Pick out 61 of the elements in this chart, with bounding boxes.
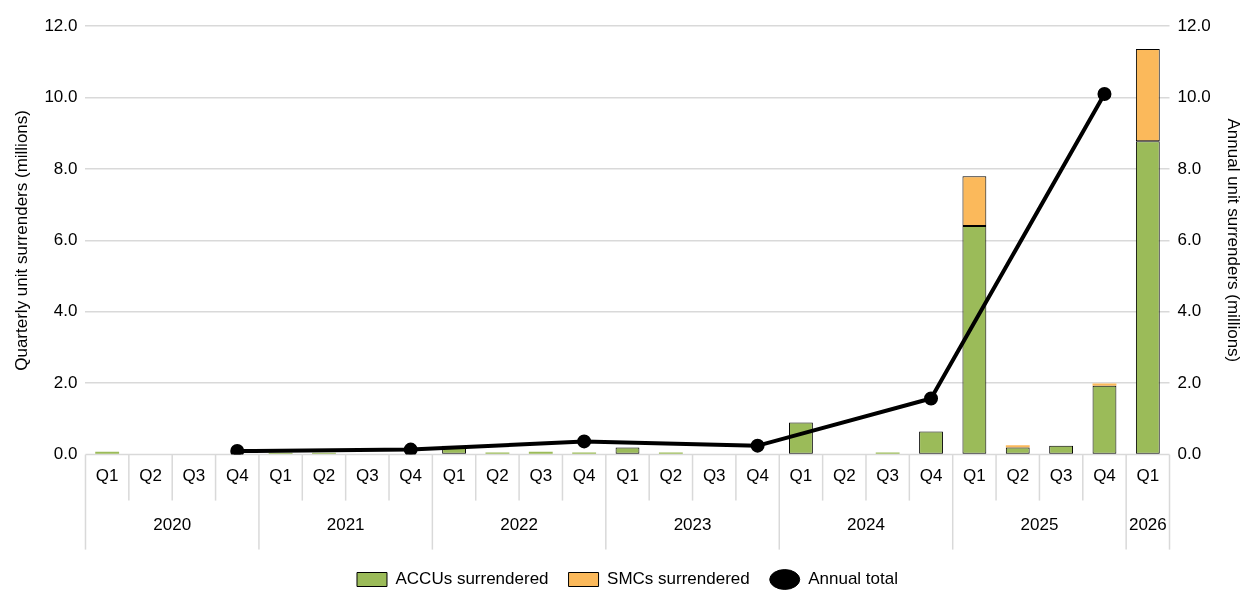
x-tick-label: Q4 xyxy=(746,466,769,486)
x-tick-label: Q3 xyxy=(702,466,726,486)
text: 2020 xyxy=(153,514,192,534)
x-tick-label: Q3 xyxy=(876,466,900,486)
text: 2024 xyxy=(847,514,885,534)
x-tick-label: Q4 xyxy=(572,466,596,486)
text: 2021 xyxy=(326,514,365,534)
legend-label: ACCUs surrendered xyxy=(395,569,549,589)
y-axis-title: Quarterly unit surrenders (millions) xyxy=(11,110,31,371)
y2-tick-label: 4.0 xyxy=(1177,301,1202,321)
x-tick-label: Q1 xyxy=(269,466,292,486)
y2-tick-label: 12.0 xyxy=(1177,15,1211,35)
x-tick-label: Q4 xyxy=(919,466,943,486)
x-tick-label: Q3 xyxy=(355,466,379,486)
x-tick-label: Q2 xyxy=(139,466,162,486)
bar xyxy=(1005,445,1030,448)
legend-label: Annual total xyxy=(808,569,899,589)
y2-tick-label: 2.0 xyxy=(1177,372,1202,392)
bar xyxy=(1092,383,1117,386)
x-tick-label: Q4 xyxy=(225,466,249,486)
y-tick-label: 10.0 xyxy=(44,87,78,107)
text: 2026 xyxy=(1128,514,1167,534)
y2-tick-label: 8.0 xyxy=(1177,158,1202,178)
x-tick-label: Q2 xyxy=(832,466,856,486)
point xyxy=(577,434,592,449)
x-tick-label: Q3 xyxy=(529,466,553,486)
y-tick-label: 2.0 xyxy=(53,372,78,392)
point xyxy=(230,444,245,455)
y-tick-label: 8.0 xyxy=(53,158,78,178)
x-tick-label: Q1 xyxy=(1136,466,1160,486)
x-tick-label: Q2 xyxy=(1006,466,1030,486)
y-tick-label: 0.0 xyxy=(53,444,78,464)
x-tick-label: Q1 xyxy=(442,466,466,486)
x-tick-label: Q3 xyxy=(182,466,206,486)
bar xyxy=(95,451,120,454)
text: 2022 xyxy=(500,514,539,534)
x-tick-label: Q1 xyxy=(95,466,119,486)
x-tick-label: Q1 xyxy=(789,466,813,486)
x-tick-label: Q2 xyxy=(312,466,336,486)
text: 2023 xyxy=(673,514,712,534)
point xyxy=(924,391,939,406)
x-tick-label: Q4 xyxy=(1093,466,1116,486)
legend-label: SMCs surrendered xyxy=(607,569,750,589)
x-tick-label: Q1 xyxy=(963,466,986,486)
point xyxy=(403,442,418,455)
x-tick-label: Q1 xyxy=(616,466,639,486)
y2-axis-title: Annual unit surrenders (millions) xyxy=(1224,118,1244,363)
y-tick-label: 4.0 xyxy=(53,301,78,321)
y2-tick-label: 10.0 xyxy=(1177,87,1211,107)
x-tick-label: Q3 xyxy=(1049,466,1073,486)
point xyxy=(1097,87,1112,102)
x-tick-label: Q2 xyxy=(659,466,683,486)
bar xyxy=(528,451,553,454)
text: 2025 xyxy=(1020,514,1059,534)
y2-tick-label: 6.0 xyxy=(1177,230,1202,250)
x-tick-label: Q4 xyxy=(399,466,423,486)
x-tick-label: Q2 xyxy=(486,466,509,486)
point xyxy=(750,438,765,453)
y2-tick-label: 0.0 xyxy=(1177,444,1202,464)
y-tick-label: 6.0 xyxy=(53,230,78,250)
y-tick-label: 12.0 xyxy=(44,15,78,35)
